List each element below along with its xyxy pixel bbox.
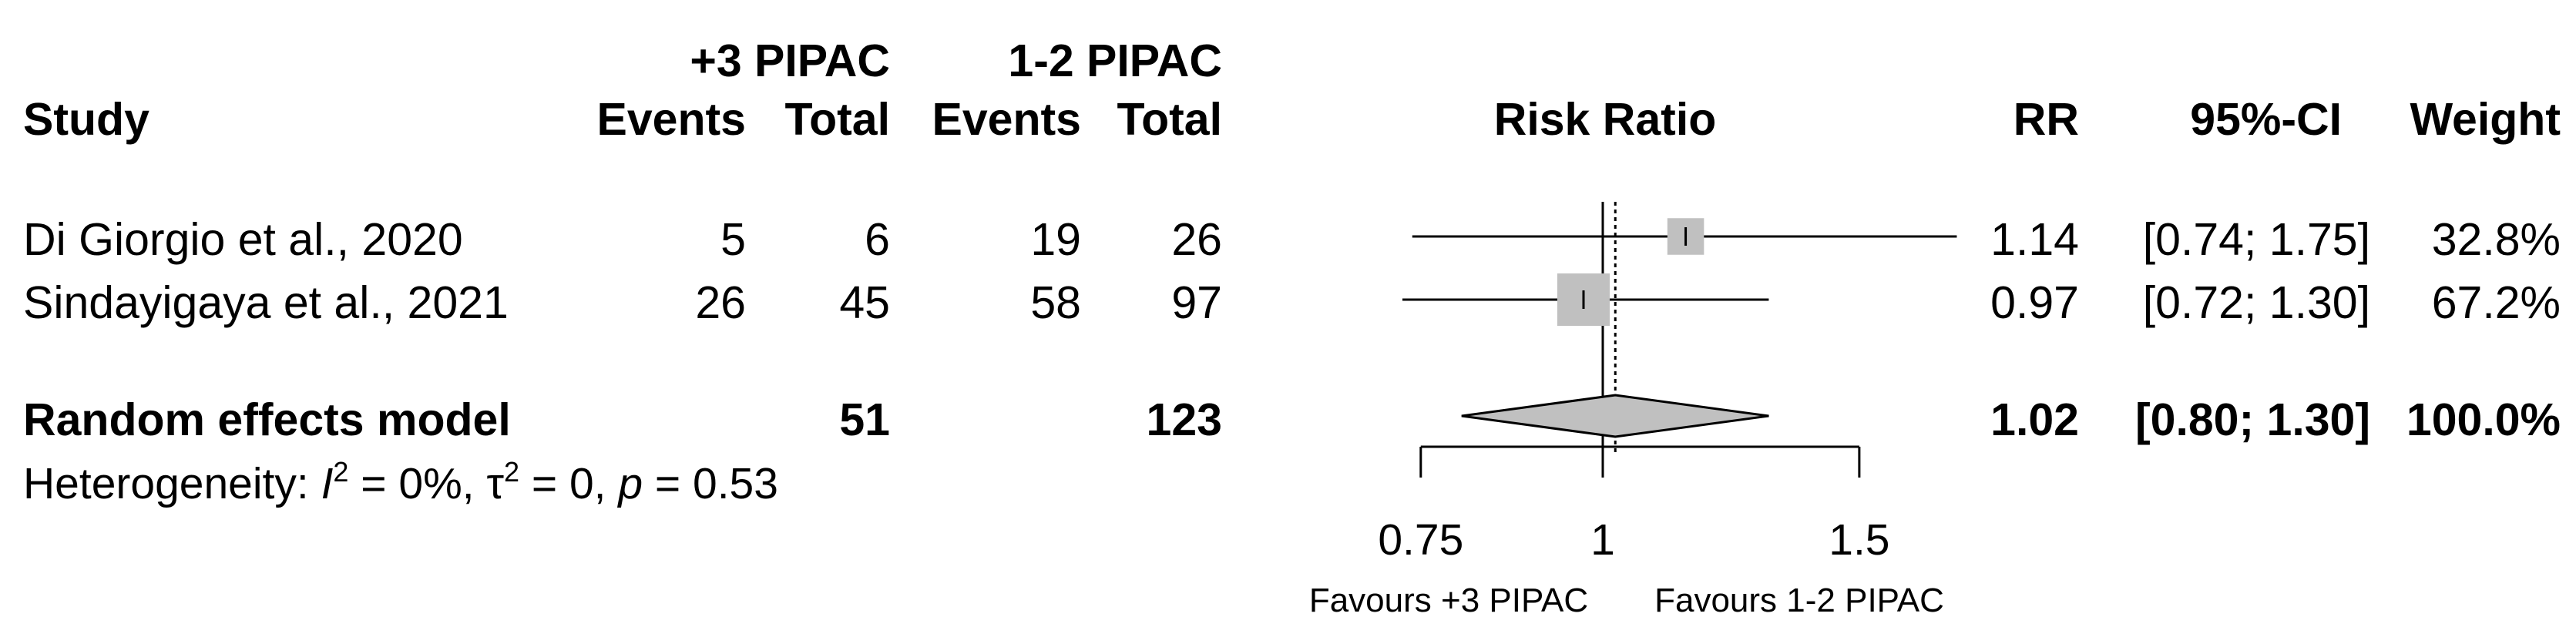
rr-header: RR (2013, 94, 2079, 145)
x-tick-label: 1 (1590, 515, 1615, 565)
heterogeneity-label: Heterogeneity: (23, 459, 321, 508)
pooled-name: Random effects model (23, 394, 511, 445)
heterogeneity-text: Heterogeneity: I2 = 0%, τ2 = 0, p = 0.53 (23, 458, 778, 508)
plot-header: Risk Ratio (1493, 94, 1717, 145)
pooled-rr: 1.02 (1990, 394, 2079, 445)
total-b-header: Total (1117, 94, 1222, 145)
rr-value: 1.14 (1990, 214, 2079, 265)
study-name: Di Giorgio et al., 2020 (23, 214, 463, 265)
pooled-total-b: 123 (1146, 394, 1222, 445)
events-a-value: 5 (720, 214, 746, 265)
events-b-value: 58 (1030, 277, 1081, 328)
i2-exponent: 2 (333, 456, 349, 488)
weight-value: 67.2% (2431, 277, 2561, 328)
total-a-value: 6 (865, 214, 890, 265)
events-a-header: Events (596, 94, 746, 145)
events-b-header: Events (932, 94, 1081, 145)
study-header: Study (23, 94, 149, 145)
weight-value: 32.8% (2431, 214, 2561, 265)
pooled-weight: 100.0% (2406, 394, 2561, 445)
study-name: Sindayigaya et al., 2021 (23, 277, 509, 328)
x-tick-label: 0.75 (1378, 515, 1463, 565)
pooled-ci: [0.80; 1.30] (2135, 394, 2370, 445)
p-symbol: p (618, 459, 643, 508)
total-a-value: 45 (839, 277, 890, 328)
weight-header: Weight (2410, 94, 2561, 145)
rr-value: 0.97 (1990, 277, 2079, 328)
ci-value: [0.72; 1.30] (2142, 277, 2370, 328)
tau-exponent: 2 (503, 456, 520, 488)
events-b-value: 19 (1030, 214, 1081, 265)
group-a-header: +3 PIPAC (690, 35, 890, 86)
group-b-header: 1-2 PIPAC (1008, 35, 1222, 86)
pooled-total-a: 51 (839, 394, 890, 445)
i2-symbol: I (321, 459, 334, 508)
events-a-value: 26 (695, 277, 746, 328)
total-a-header: Total (784, 94, 890, 145)
tau-value: = 0, (519, 459, 619, 508)
favours-right-label: Favours 1-2 PIPAC (1654, 582, 1944, 619)
favours-left-label: Favours +3 PIPAC (1308, 582, 1589, 619)
i2-value: = 0%, (348, 459, 487, 508)
tau-symbol: τ (486, 459, 504, 508)
total-b-value: 97 (1171, 277, 1222, 328)
ci-header: 95%-CI (2190, 94, 2342, 145)
p-value: = 0.53 (643, 459, 778, 508)
total-b-value: 26 (1171, 214, 1222, 265)
x-tick-label: 1.5 (1829, 515, 1889, 565)
pooled-diamond (1461, 394, 1769, 438)
ci-value: [0.74; 1.75] (2142, 214, 2370, 265)
